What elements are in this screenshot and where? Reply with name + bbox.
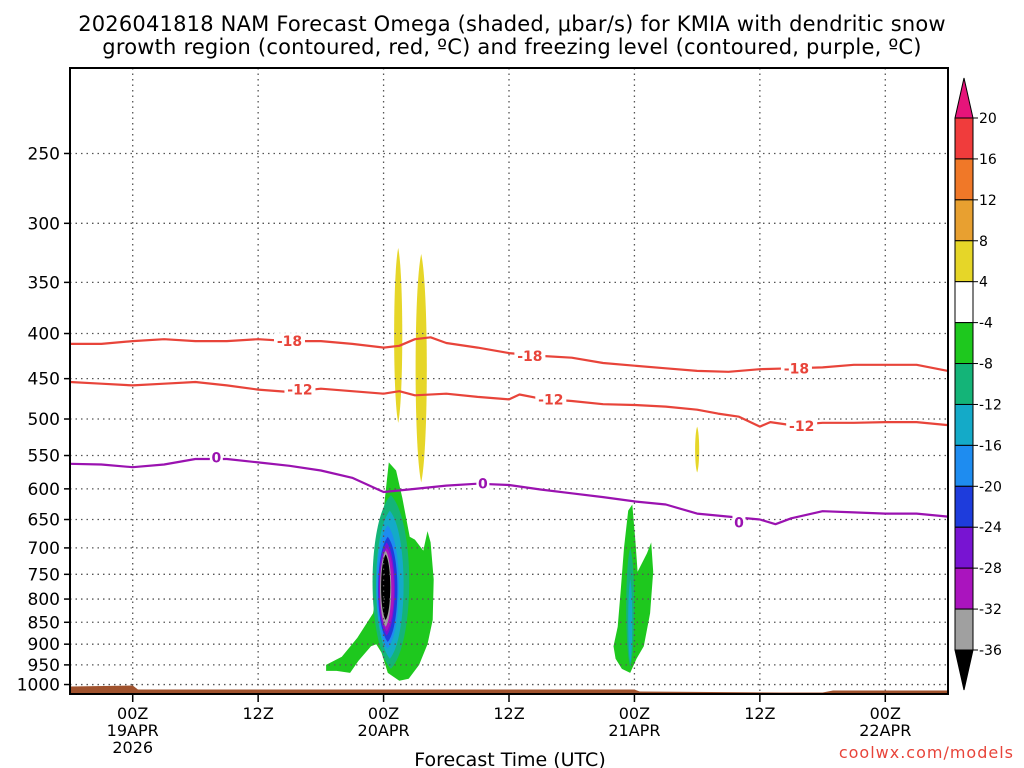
colorbar-swatch-4 — [954, 281, 974, 324]
colorbar-swatch-5 — [954, 322, 974, 365]
colorbar-swatch-8 — [954, 444, 974, 487]
omega-region-2 — [695, 426, 700, 473]
contour-label-bg — [732, 514, 746, 531]
x-tick-label-0-0: 00Z — [117, 704, 148, 723]
contour-label: -18 — [277, 334, 302, 350]
contour-label: -12 — [287, 383, 312, 399]
plot-background — [70, 68, 948, 694]
temperature-contours: -18 -18 -18 -12 -12 -12 0 0 0 — [69, 333, 949, 531]
contour-label-bg — [274, 333, 305, 350]
x-tick-label-6-0: 00Z — [870, 704, 901, 723]
x-tick-label-2-0: 00Z — [368, 704, 399, 723]
contour-label-bg — [780, 360, 812, 377]
y-tick-label-750: 750 — [28, 565, 60, 585]
x-axis-label: Forecast Time (UTC) — [414, 749, 605, 768]
colorbar-swatch-9 — [954, 485, 974, 528]
contour-label: 0 — [211, 451, 221, 467]
y-tick-label-650: 650 — [28, 511, 60, 531]
colorbar-label-13: -36 — [979, 643, 1002, 659]
plot-area — [70, 68, 948, 694]
grid-lines — [70, 68, 948, 694]
contour-label-bg — [514, 347, 546, 364]
x-tick-label-3-0: 12Z — [493, 704, 524, 723]
colorbar-label-7: -12 — [979, 397, 1002, 413]
contour-line-1 — [69, 380, 949, 428]
contour-label: 0 — [734, 515, 744, 531]
x-tick-label-0-2: 2026 — [112, 738, 153, 757]
y-tick-label-350: 350 — [28, 273, 60, 293]
contour-label-bg — [284, 381, 316, 398]
x-tick-label-4-0: 00Z — [619, 704, 650, 723]
omega-region-1 — [415, 253, 427, 483]
contour-label-bg — [535, 391, 567, 408]
contour-label: -12 — [789, 419, 814, 435]
y-tick-label-1000: 1000 — [17, 676, 60, 696]
x-tick-label-1-0: 12Z — [242, 704, 273, 723]
omega-region-14 — [628, 579, 633, 663]
colorbar-label-3: 8 — [979, 234, 988, 250]
colorbar-label-1: 16 — [979, 152, 997, 168]
contour-label-bg — [786, 417, 818, 434]
x-tick-label-0-1: 19APR — [107, 721, 159, 740]
terrain-surface — [70, 685, 948, 694]
contour-label-bg — [476, 475, 490, 492]
omega-region-11 — [381, 554, 391, 621]
colorbar: 20 16 12 8 4 -4 -8 -12 -16 -20 -24 -28 -32 -36 — [954, 77, 1002, 691]
x-tick-label-4-1: 21APR — [608, 721, 660, 740]
colorbar-label-10: -24 — [979, 520, 1002, 536]
colorbar-swatch-12 — [954, 608, 974, 651]
colorbar-label-5: -4 — [979, 316, 993, 332]
omega-shading — [326, 248, 700, 681]
x-tick-label-5-0: 12Z — [744, 704, 775, 723]
chart-title-line-1: 2026041818 NAM Forecast Omega (shaded, μ… — [78, 12, 946, 36]
y-tick-label-500: 500 — [28, 410, 60, 430]
colorbar-label-0: 20 — [979, 111, 997, 127]
contour-label: -18 — [517, 349, 542, 365]
contour-label-bg — [209, 449, 223, 466]
y-tick-label-300: 300 — [28, 214, 60, 234]
colorbar-label-4: 4 — [979, 275, 988, 291]
colorbar-swatch-3 — [954, 240, 974, 283]
y-tick-label-400: 400 — [28, 325, 60, 345]
chart-title-line-2: growth region (contoured, red, ºC) and f… — [102, 35, 922, 59]
colorbar-swatch-10 — [954, 526, 974, 569]
colorbar-swatch-1 — [954, 158, 974, 201]
y-tick-label-950: 950 — [28, 656, 60, 676]
colorbar-top-arrow — [954, 77, 974, 119]
terrain-fill — [70, 685, 948, 694]
x-tick-label-6-1: 22APR — [859, 721, 911, 740]
colorbar-label-9: -20 — [979, 479, 1002, 495]
pressure-axis: 2503003504004505005506006507007508008509… — [17, 144, 70, 696]
colorbar-swatch-7 — [954, 403, 974, 446]
colorbar-swatch-0 — [954, 117, 974, 160]
site-credit: coolwx.com/models — [838, 743, 1014, 762]
y-tick-label-900: 900 — [28, 635, 60, 655]
y-tick-label-550: 550 — [28, 447, 60, 467]
colorbar-swatch-2 — [954, 199, 974, 242]
y-tick-label-450: 450 — [28, 370, 60, 390]
colorbar-label-6: -8 — [979, 357, 993, 373]
colorbar-swatch-6 — [954, 363, 974, 405]
y-tick-label-250: 250 — [28, 144, 60, 164]
colorbar-bottom-arrow — [954, 649, 974, 691]
colorbar-label-12: -32 — [979, 602, 1002, 618]
y-tick-label-800: 800 — [28, 590, 60, 610]
contour-label: 0 — [478, 477, 488, 493]
colorbar-label-8: -16 — [979, 438, 1002, 454]
y-tick-label-700: 700 — [28, 539, 60, 559]
colorbar-label-11: -28 — [979, 561, 1002, 577]
y-tick-label-600: 600 — [28, 480, 60, 500]
contour-label: -18 — [784, 361, 809, 377]
contour-label: -12 — [538, 392, 563, 408]
x-tick-label-2-1: 20APR — [358, 721, 410, 740]
colorbar-swatch-11 — [954, 567, 974, 610]
y-tick-label-850: 850 — [28, 613, 60, 633]
colorbar-label-2: 12 — [979, 193, 997, 209]
